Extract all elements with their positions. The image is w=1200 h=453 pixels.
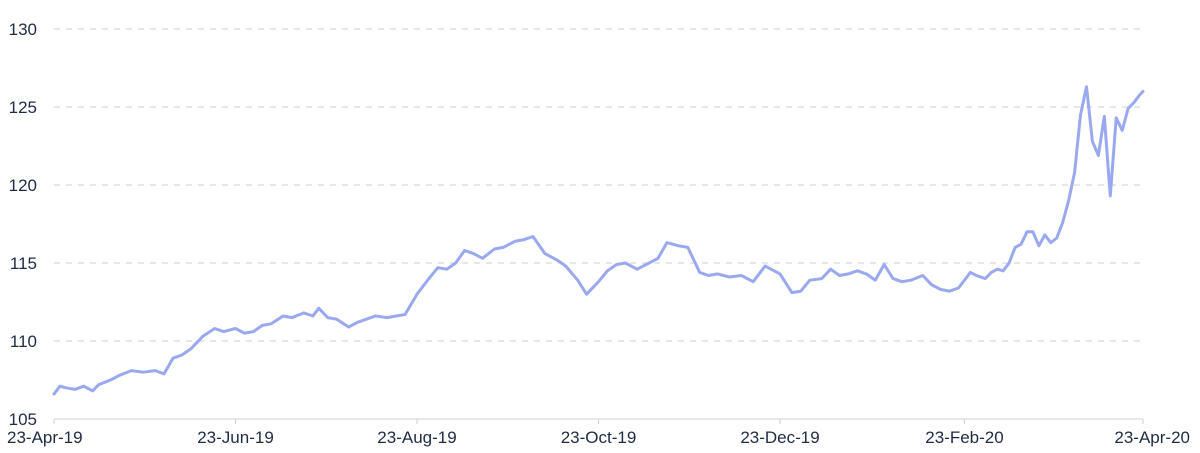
series-group — [52, 85, 1145, 396]
y-tick-label: 125 — [9, 98, 37, 117]
x-tick-label: 23-Jun-19 — [197, 428, 274, 447]
axes — [53, 418, 1144, 424]
y-tick-label: 105 — [9, 410, 37, 429]
tick-labels: 105 110 115 120 125 130 23-Apr-19 23-Jun-19 23-A… — [7, 20, 1190, 447]
x-tick-label: 23-Feb-20 — [925, 428, 1003, 447]
x-tick-label: 23-Dec-19 — [740, 428, 819, 447]
x-tick-label: 23-Apr-20 — [1114, 428, 1190, 447]
x-tick-label: 23-Aug-19 — [377, 428, 456, 447]
series-line-0 — [52, 85, 1145, 396]
x-tick-label: 23-Apr-19 — [7, 428, 83, 447]
y-tick-label: 120 — [9, 176, 37, 195]
x-tick-label: 23-Oct-19 — [561, 428, 637, 447]
y-tick-label: 110 — [10, 332, 37, 351]
y-tick-label: 130 — [9, 20, 37, 39]
y-tick-label: 115 — [10, 254, 37, 273]
grid-lines — [54, 28, 1143, 342]
